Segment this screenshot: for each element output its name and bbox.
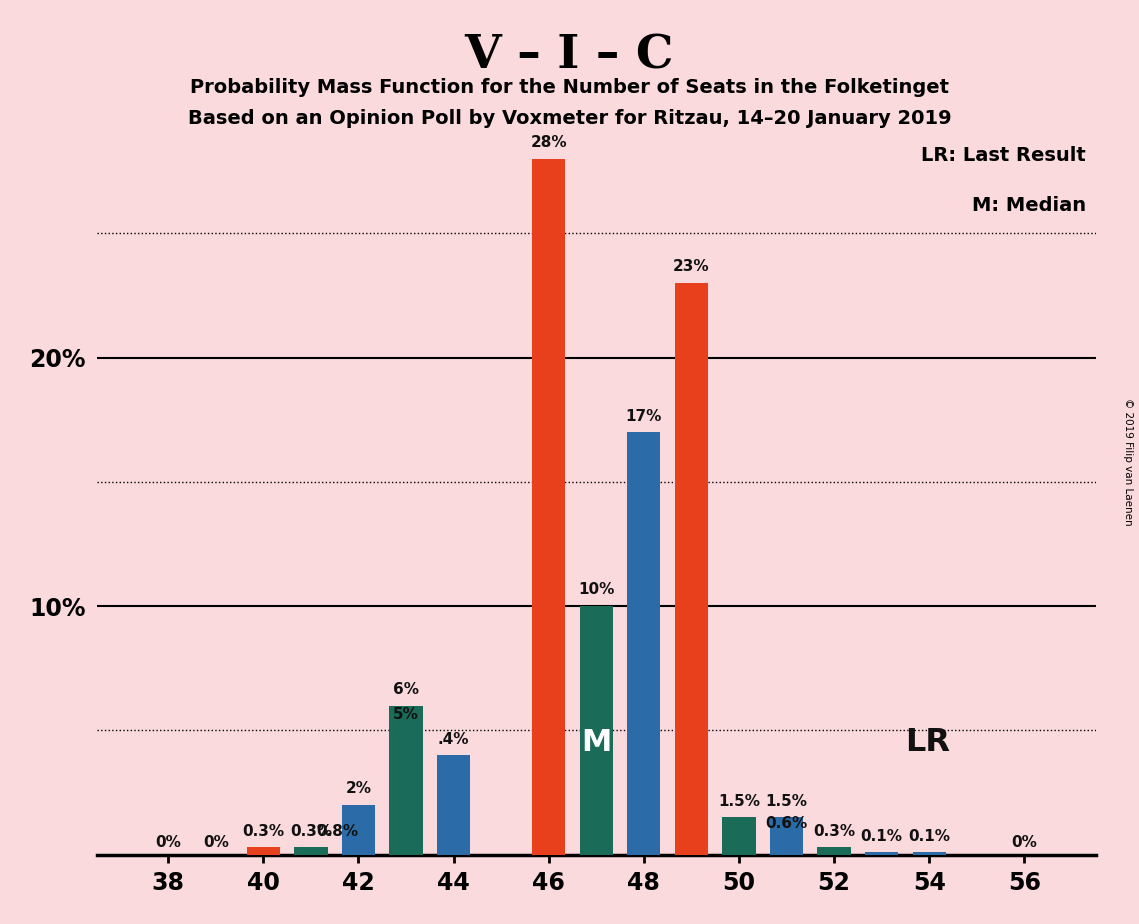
Text: 0%: 0%	[155, 835, 181, 850]
Text: M: M	[581, 728, 612, 758]
Text: 10%: 10%	[579, 582, 614, 598]
Bar	[865, 852, 899, 855]
Text: 0%: 0%	[203, 835, 229, 850]
Text: 1.5%: 1.5%	[718, 794, 760, 808]
Text: LR: LR	[906, 727, 950, 759]
Bar	[770, 818, 803, 855]
Bar	[532, 159, 565, 855]
Bar	[342, 805, 375, 855]
Bar	[770, 840, 803, 855]
Bar	[722, 818, 755, 855]
Bar	[628, 432, 661, 855]
Bar	[674, 283, 708, 855]
Text: 28%: 28%	[531, 135, 567, 150]
Bar	[912, 852, 945, 855]
Bar	[390, 731, 423, 855]
Text: 2%: 2%	[345, 782, 371, 796]
Text: M: Median: M: Median	[972, 196, 1087, 215]
Text: Based on an Opinion Poll by Voxmeter for Ritzau, 14–20 January 2019: Based on an Opinion Poll by Voxmeter for…	[188, 109, 951, 128]
Bar	[437, 755, 470, 855]
Text: 0.3%: 0.3%	[813, 823, 855, 839]
Bar	[390, 706, 423, 855]
Bar	[247, 847, 280, 855]
Text: .4%: .4%	[437, 732, 469, 747]
Text: 0.8%: 0.8%	[316, 823, 358, 839]
Text: LR: Last Result: LR: Last Result	[921, 146, 1087, 165]
Text: 0.1%: 0.1%	[861, 829, 903, 844]
Text: © 2019 Filip van Laenen: © 2019 Filip van Laenen	[1123, 398, 1132, 526]
Text: 1.5%: 1.5%	[765, 794, 808, 808]
Text: 0.3%: 0.3%	[243, 823, 285, 839]
Bar	[580, 606, 613, 855]
Bar	[818, 847, 851, 855]
Bar	[294, 847, 328, 855]
Text: 5%: 5%	[393, 707, 419, 722]
Text: 17%: 17%	[625, 408, 662, 423]
Text: 23%: 23%	[673, 260, 710, 274]
Text: V – I – C: V – I – C	[465, 32, 674, 79]
Text: 0%: 0%	[1011, 835, 1038, 850]
Text: Probability Mass Function for the Number of Seats in the Folketinget: Probability Mass Function for the Number…	[190, 78, 949, 97]
Text: 6%: 6%	[393, 682, 419, 697]
Text: 0.6%: 0.6%	[765, 816, 808, 831]
Text: 0.3%: 0.3%	[289, 823, 331, 839]
Text: 0.1%: 0.1%	[908, 829, 950, 844]
